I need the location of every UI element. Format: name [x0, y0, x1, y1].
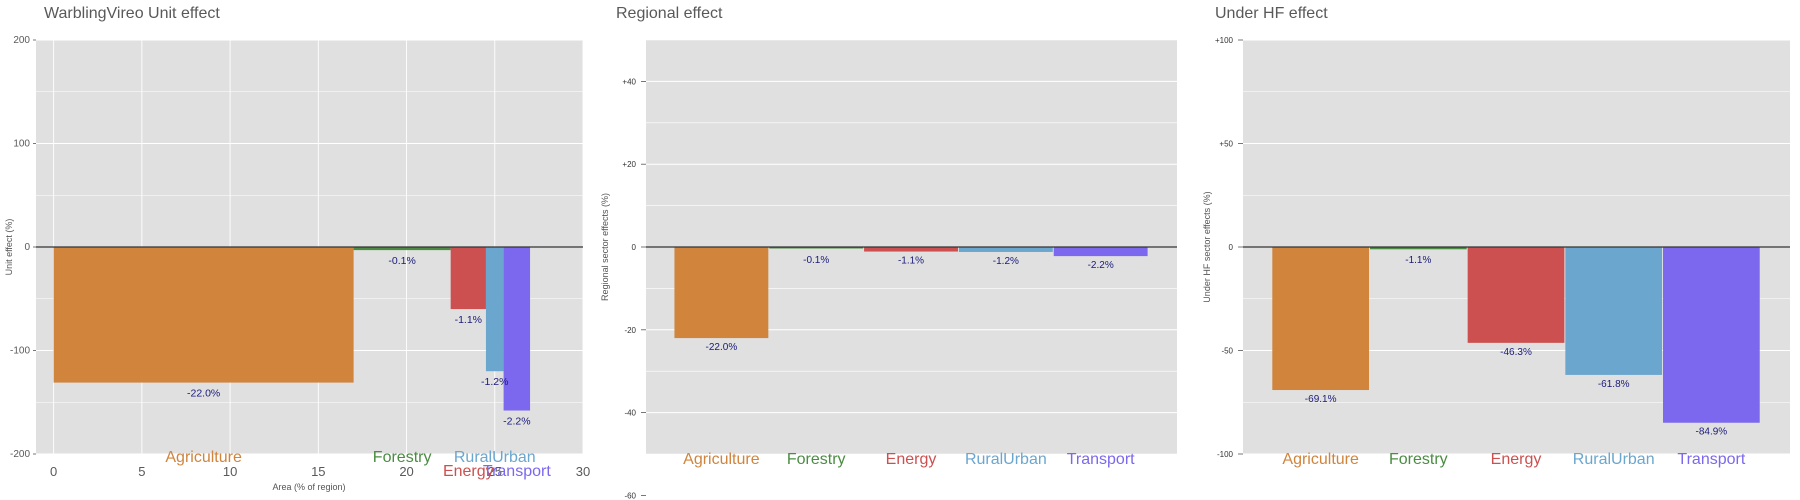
- data-label: -2.2%: [503, 416, 530, 428]
- category-label: RuralUrban: [454, 449, 536, 466]
- data-label: -84.9%: [1696, 427, 1728, 438]
- bar-agriculture: [674, 247, 769, 339]
- regional-effect-chart: Regional effect -60-40-200+20+40 -22.0%-…: [600, 5, 1177, 500]
- bars: [1272, 247, 1760, 423]
- bar-forestry: [769, 247, 864, 249]
- bars: [674, 247, 1148, 339]
- category-labels: Agriculture Forestry Energy RuralUrban Trans…: [683, 451, 1135, 468]
- x-axis-label: Area (% of region): [272, 482, 345, 492]
- category-label: RuralUrban: [1573, 451, 1655, 468]
- data-label: -69.1%: [1305, 394, 1337, 405]
- data-label: -1.2%: [993, 256, 1019, 267]
- bar-ruralurban: [1565, 247, 1663, 375]
- y-tick-labels: -100 -50 0 +50 +100: [1215, 36, 1243, 459]
- y-tick-label: -40: [624, 409, 636, 418]
- bar-ruralurban: [958, 247, 1053, 252]
- category-label: Agriculture: [1282, 451, 1359, 468]
- data-labels: -69.1% -1.1% -46.3% -61.8% -84.9%: [1305, 255, 1728, 438]
- chart-title: Regional effect: [616, 5, 723, 22]
- y-tick-label: -50: [1221, 347, 1233, 356]
- data-label: -1.1%: [898, 256, 924, 267]
- unit-effect-chart: WarblingVireo Unit effect -200-100010020…: [4, 5, 590, 492]
- category-label: Agriculture: [683, 451, 760, 468]
- y-axis-label: Under HF sector effects (%): [1202, 191, 1212, 302]
- category-labels: Agriculture Forestry Energy RuralUrban Trans…: [1282, 451, 1745, 468]
- bar-forestry: [353, 247, 451, 251]
- category-label: Transport: [1067, 451, 1135, 468]
- y-axis-label: Unit effect (%): [4, 219, 14, 276]
- data-label: -2.2%: [1088, 260, 1114, 271]
- chart-title: WarblingVireo Unit effect: [44, 5, 220, 22]
- x-tick-label: 20: [399, 464, 413, 479]
- data-label: -1.1%: [455, 314, 482, 326]
- data-label: -61.8%: [1598, 379, 1630, 390]
- data-label: -22.0%: [187, 388, 220, 400]
- category-label: Forestry: [787, 451, 846, 468]
- data-label: -1.2%: [481, 376, 508, 388]
- y-tick-label: -100: [10, 346, 30, 357]
- data-label: -0.1%: [388, 255, 415, 267]
- x-tick-label: 25: [488, 464, 502, 479]
- category-label: Forestry: [1389, 451, 1448, 468]
- y-tick-label: -100: [1217, 450, 1234, 459]
- y-tick-label: 0: [632, 243, 637, 252]
- bar-agriculture: [53, 247, 354, 383]
- y-tick-label: 100: [13, 139, 30, 150]
- category-label: Agriculture: [165, 449, 242, 466]
- bar-energy: [864, 247, 958, 252]
- y-tick-labels: -60 -40 -20 0 +20 +40: [622, 77, 646, 500]
- x-tick-labels: 0 5 10 15 20 25 30: [50, 464, 590, 479]
- bar-transport: [503, 247, 531, 411]
- category-label: Energy: [1491, 451, 1542, 468]
- data-labels: -22.0% -0.1% -1.1% -1.2% -2.2%: [187, 255, 531, 427]
- chart-title: Under HF effect: [1215, 5, 1328, 22]
- x-tick-label: 30: [576, 464, 590, 479]
- y-tick-label: +40: [622, 77, 636, 86]
- x-tick-label: 15: [311, 464, 325, 479]
- bars: [53, 247, 531, 411]
- y-tick-label: -60: [624, 491, 636, 500]
- y-tick-label: +100: [1215, 36, 1234, 45]
- bar-energy: [1467, 247, 1565, 343]
- under-hf-effect-chart: Under HF effect -100 -50 0 +50 +100 -69.1% -1…: [1202, 5, 1790, 468]
- y-axis-label: Regional sector effects (%): [600, 193, 610, 301]
- data-label: -1.1%: [1405, 255, 1431, 266]
- bar-transport: [1053, 247, 1148, 257]
- y-tick-label: 200: [13, 35, 30, 46]
- y-tick-label: 0: [1229, 243, 1234, 252]
- data-label: -22.0%: [706, 342, 738, 353]
- y-tick-label: -20: [624, 326, 636, 335]
- data-label: -0.1%: [803, 255, 829, 266]
- y-tick-label: +20: [622, 160, 636, 169]
- x-tick-label: 10: [223, 464, 237, 479]
- y-tick-label: 0: [24, 242, 30, 253]
- category-label: Energy: [443, 463, 494, 480]
- category-label: Forestry: [373, 449, 432, 466]
- bar-transport: [1663, 247, 1760, 423]
- category-label: RuralUrban: [965, 451, 1047, 468]
- category-label: Transport: [1677, 451, 1745, 468]
- category-label: Transport: [483, 463, 551, 480]
- data-label: -46.3%: [1500, 347, 1532, 358]
- bar-ruralurban: [485, 247, 504, 372]
- category-label: Energy: [886, 451, 937, 468]
- y-tick-label: -200: [10, 449, 30, 460]
- bar-energy: [450, 247, 486, 310]
- y-tick-label: +50: [1219, 140, 1233, 149]
- data-labels: -22.0% -0.1% -1.1% -1.2% -2.2%: [706, 255, 1114, 353]
- bar-forestry: [1369, 247, 1467, 250]
- x-tick-label: 5: [138, 464, 145, 479]
- y-tick-labels: -200 -100 0 100 200: [10, 35, 36, 460]
- category-labels: Agriculture Forestry EnergyRuralUrbanTrans…: [165, 449, 551, 480]
- x-tick-label: 0: [50, 464, 57, 479]
- bar-agriculture: [1272, 247, 1370, 391]
